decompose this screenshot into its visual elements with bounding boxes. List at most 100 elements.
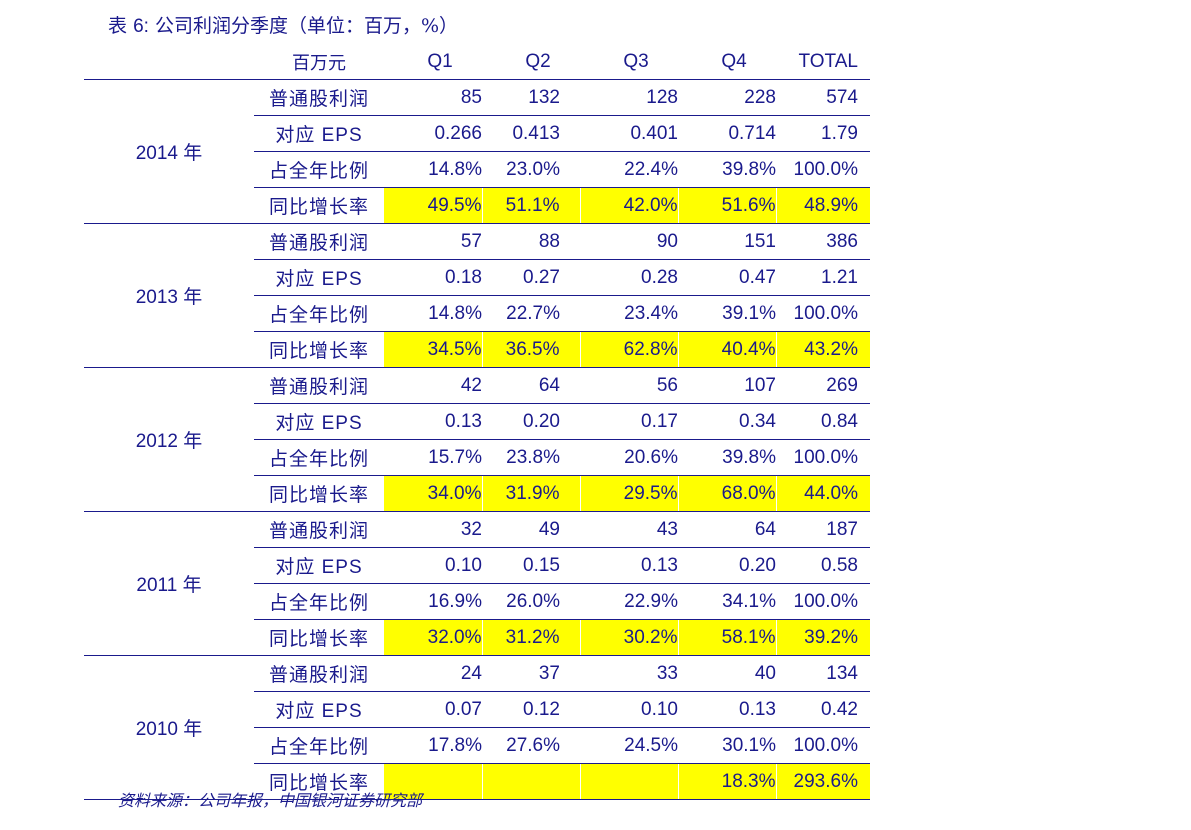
source-note: 资料来源：公司年报，中国银河证券研究部 (118, 791, 423, 810)
value-cell-q3: 128 (580, 79, 678, 116)
row-label: 同比增长率 (254, 619, 384, 656)
table-row: 占全年比例 14.8% 22.7% 23.4% 39.1% 100.0% (84, 295, 870, 332)
value-cell-q2: 0.15 (482, 547, 580, 584)
row-label: 对应 EPS (254, 259, 384, 296)
value-cell-q2: 31.2% (482, 619, 581, 656)
value-cell-q3: 0.10 (580, 691, 678, 728)
value-cell-q3: 22.4% (580, 151, 678, 188)
year-cell: 2014 年 (84, 79, 254, 224)
year-cell: 2011 年 (84, 511, 254, 656)
row-label: 占全年比例 (254, 583, 384, 620)
value-cell-q3: 0.17 (580, 403, 678, 440)
value-cell-q3: 43 (580, 511, 678, 548)
value-cell-q4: 68.0% (678, 475, 777, 512)
header-q1: Q1 (384, 44, 482, 80)
value-cell-q4: 0.20 (678, 547, 776, 584)
row-label: 占全年比例 (254, 439, 384, 476)
year-number: 2014 (135, 143, 178, 164)
total-cell: 0.58 (776, 547, 870, 584)
value-cell-q4: 0.714 (678, 115, 776, 152)
row-label: 占全年比例 (254, 727, 384, 764)
row-label: 占全年比例 (254, 151, 384, 188)
row-label: 同比增长率 (254, 331, 384, 368)
value-cell-q1: 0.18 (384, 259, 482, 296)
row-label: 普通股利润 (254, 223, 384, 260)
value-cell-q2: 132 (482, 79, 580, 116)
value-cell-q4: 30.1% (678, 727, 776, 764)
table-row: 占全年比例 16.9% 26.0% 22.9% 34.1% 100.0% (84, 583, 870, 620)
total-cell: 1.79 (776, 115, 870, 152)
quarterly-profit-table: 百万元 Q1 Q2 Q3 Q4 TOTAL 2014 年普通股利润 85 132 12… (84, 44, 870, 800)
table-row: 占全年比例 17.8% 27.6% 24.5% 30.1% 100.0% (84, 727, 870, 764)
value-cell-q3: 56 (580, 367, 678, 404)
year-cell: 2013 年 (84, 223, 254, 368)
value-cell-q4: 39.8% (678, 439, 776, 476)
table-row: 对应 EPS 0.13 0.20 0.17 0.34 0.84 (84, 403, 870, 440)
value-cell-q4: 0.34 (678, 403, 776, 440)
value-cell-q1: 0.07 (384, 691, 482, 728)
value-cell-q3: 22.9% (580, 583, 678, 620)
total-cell: 44.0% (776, 475, 870, 512)
value-cell-q1: 0.266 (384, 115, 482, 152)
value-cell-q2: 0.20 (482, 403, 580, 440)
value-cell-q4: 51.6% (678, 187, 777, 224)
table-row: 对应 EPS 0.266 0.413 0.401 0.714 1.79 (84, 115, 870, 152)
value-cell-q2: 23.0% (482, 151, 580, 188)
value-cell-q3: 29.5% (580, 475, 679, 512)
total-cell: 574 (776, 79, 870, 116)
value-cell-q4: 58.1% (678, 619, 777, 656)
header-q4: Q4 (678, 44, 776, 80)
value-cell-q2: 0.12 (482, 691, 580, 728)
value-cell-q4: 64 (678, 511, 776, 548)
table-row: 2012 年普通股利润 42 64 56 107 269 (84, 367, 870, 512)
row-label: 普通股利润 (254, 367, 384, 404)
table-row: 2014 年普通股利润 85 132 128 228 574 (84, 79, 870, 224)
table-row: 占全年比例 15.7% 23.8% 20.6% 39.8% 100.0% (84, 439, 870, 476)
value-cell-q1: 16.9% (384, 583, 482, 620)
growth-row: 同比增长率 49.5% 51.1% 42.0% 51.6% 48.9% (84, 187, 870, 224)
year-cell: 2010 年 (84, 655, 254, 800)
row-label: 对应 EPS (254, 547, 384, 584)
header-unit-label: 百万元 (254, 44, 384, 80)
total-cell: 48.9% (776, 187, 870, 224)
header-q2: Q2 (482, 44, 580, 80)
value-cell-q4: 228 (678, 79, 776, 116)
value-cell-q1: 14.8% (384, 295, 482, 332)
title-text: 公司利润分季度（单位：百万，%） (154, 15, 459, 37)
table-row: 对应 EPS 0.07 0.12 0.10 0.13 0.42 (84, 691, 870, 728)
value-cell-q3: 20.6% (580, 439, 678, 476)
growth-row: 同比增长率 18.3% 293.6% (84, 763, 870, 800)
row-label: 同比增长率 (254, 475, 384, 512)
value-cell-q2: 49 (482, 511, 580, 548)
row-label: 对应 EPS (254, 691, 384, 728)
value-cell-q4: 39.8% (678, 151, 776, 188)
value-cell-q2: 51.1% (482, 187, 581, 224)
row-label: 同比增长率 (254, 187, 384, 224)
value-cell-q1: 32 (384, 511, 482, 548)
header-q3: Q3 (580, 44, 678, 80)
value-cell-q2: 37 (482, 655, 580, 692)
year-suffix: 年 (183, 142, 203, 164)
table-title: 表 6: 公司利润分季度（单位：百万，%） (108, 12, 458, 41)
value-cell-q4: 40.4% (678, 331, 777, 368)
value-cell-q4: 18.3% (678, 763, 777, 800)
value-cell-q3: 23.4% (580, 295, 678, 332)
value-cell-q3: 0.28 (580, 259, 678, 296)
total-cell: 100.0% (776, 727, 870, 764)
total-cell: 269 (776, 367, 870, 404)
year-number: 2013 (135, 287, 178, 308)
year-suffix: 年 (183, 430, 203, 452)
value-cell-q3 (580, 763, 679, 800)
total-cell: 100.0% (776, 151, 870, 188)
value-cell-q1: 15.7% (384, 439, 482, 476)
value-cell-q3: 30.2% (580, 619, 679, 656)
table-row: 2011 年普通股利润 32 49 43 64 187 (84, 511, 870, 656)
value-cell-q1: 34.5% (384, 331, 483, 368)
value-cell-q1: 57 (384, 223, 482, 260)
year-number: 2010 (135, 719, 178, 740)
value-cell-q1: 14.8% (384, 151, 482, 188)
value-cell-q1: 85 (384, 79, 482, 116)
value-cell-q4: 39.1% (678, 295, 776, 332)
title-number: 6: (133, 16, 149, 37)
value-cell-q3: 24.5% (580, 727, 678, 764)
